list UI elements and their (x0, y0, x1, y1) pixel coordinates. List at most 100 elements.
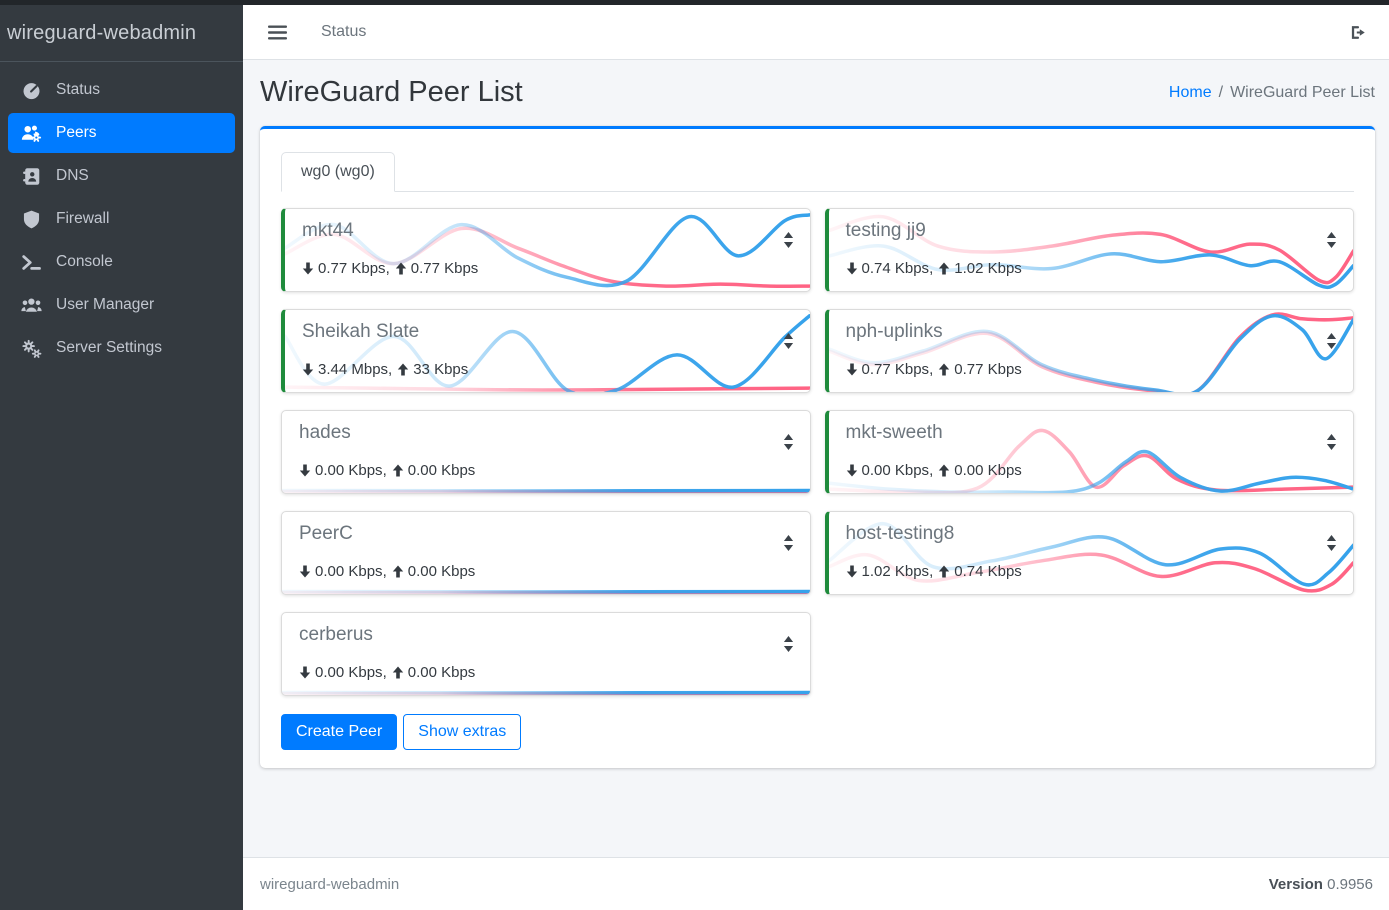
upload-arrow-icon (939, 363, 950, 376)
sort-icon[interactable] (1326, 535, 1337, 551)
upload-value: 0.00 Kbps (407, 462, 476, 479)
download-arrow-icon (302, 262, 314, 275)
peer-grid: mkt44 0.77 Kbps, 0.77 Kbps Sheikah Slate 3.4… (281, 208, 1354, 713)
sidebar-item-user-manager[interactable]: User Manager (8, 285, 235, 325)
traffic-sparkline (282, 488, 810, 493)
sidebar-item-label: Peers (56, 124, 97, 141)
sort-icon[interactable] (783, 434, 794, 450)
footer-version-label: Version (1268, 875, 1323, 893)
upload-arrow-icon (392, 565, 403, 578)
sidebar-item-label: Status (56, 81, 100, 98)
footer: wireguard-webadmin Version 0.9956 (243, 857, 1389, 910)
sidebar-item-firewall[interactable]: Firewall (8, 199, 235, 239)
download-arrow-icon (846, 363, 857, 376)
upload-value: 0.00 Kbps (954, 462, 1022, 479)
upload-value: 33 Kbps (413, 361, 469, 378)
peer-card-nph-uplinks[interactable]: nph-uplinks 0.77 Kbps, 0.77 Kbps (824, 309, 1354, 393)
breadcrumb-home-link[interactable]: Home (1168, 83, 1212, 101)
peer-stats: 0.77 Kbps, 0.77 Kbps (846, 361, 1022, 378)
peer-name: cerberus (299, 624, 373, 645)
sidebar-item-label: Server Settings (56, 339, 162, 356)
peer-card-sheikah-slate[interactable]: Sheikah Slate 3.44 Mbps, 33 Kbps (281, 309, 811, 393)
peer-name: testing jj9 (845, 220, 926, 241)
nav-link-status[interactable]: Status (321, 23, 367, 40)
users-icon (21, 295, 43, 316)
sort-icon[interactable] (783, 232, 794, 248)
peer-card-host-testing8[interactable]: host-testing8 1.02 Kbps, 0.74 Kbps (824, 511, 1354, 595)
peer-card-cerberus[interactable]: cerberus 0.00 Kbps, 0.00 Kbps (281, 612, 811, 696)
peer-name: mkt-sweeth (845, 422, 943, 443)
sort-icon[interactable] (1326, 333, 1337, 349)
sidebar-nav: Status Peers DNS Firewall Console User Manage… (0, 62, 243, 379)
sidebar-item-label: Console (56, 253, 113, 270)
download-arrow-icon (846, 262, 857, 275)
download-arrow-icon (299, 565, 311, 578)
upload-value: 0.00 Kbps (407, 664, 476, 681)
menu-toggle-icon[interactable] (262, 21, 293, 44)
footer-brand: wireguard-webadmin (260, 875, 400, 893)
content-area: WireGuard Peer List Home / WireGuard Peer … (243, 60, 1389, 857)
peer-name: host-testing8 (845, 523, 955, 544)
download-value: 0.00 Kbps (315, 563, 383, 580)
peer-stats: 0.00 Kbps, 0.00 Kbps (846, 462, 1022, 479)
breadcrumb-separator: / (1218, 83, 1224, 101)
sort-icon[interactable] (783, 636, 794, 652)
peer-card-testing-jj9[interactable]: testing jj9 0.74 Kbps, 1.02 Kbps (824, 208, 1354, 292)
sidebar-brand[interactable]: wireguard-webadmin (0, 5, 243, 62)
sort-icon[interactable] (1326, 434, 1337, 450)
shield-icon (21, 209, 43, 230)
peer-card-hades[interactable]: hades 0.00 Kbps, 0.00 Kbps (281, 410, 811, 494)
show-extras-button[interactable]: Show extras (403, 714, 522, 750)
upload-arrow-icon (939, 464, 950, 477)
card-actions: Create Peer Show extras (281, 714, 1354, 750)
traffic-sparkline (828, 214, 1353, 290)
peer-stats: 3.44 Mbps, 33 Kbps (302, 361, 468, 378)
sidebar-item-dns[interactable]: DNS (8, 156, 235, 196)
sidebar-item-label: DNS (56, 167, 89, 184)
peer-name: mkt44 (302, 220, 354, 241)
window-top-strip (0, 0, 1389, 5)
upload-arrow-icon (395, 262, 406, 275)
sidebar-item-server-settings[interactable]: Server Settings (8, 328, 235, 368)
peer-card-mkt-sweeth[interactable]: mkt-sweeth 0.00 Kbps, 0.00 Kbps (824, 410, 1354, 494)
download-value: 3.44 Mbps (318, 361, 389, 378)
users-gear-icon (21, 123, 43, 144)
logout-icon[interactable] (1345, 20, 1372, 45)
peer-name: Sheikah Slate (302, 321, 420, 342)
download-arrow-icon (299, 666, 311, 679)
download-value: 1.02 Kbps (861, 563, 930, 580)
download-value: 0.77 Kbps (318, 260, 386, 277)
sidebar: wireguard-webadmin Status Peers DNS Firewal… (0, 5, 243, 910)
peer-stats: 0.74 Kbps, 1.02 Kbps (846, 260, 1022, 277)
download-value: 0.00 Kbps (315, 664, 383, 681)
peer-name: nph-uplinks (845, 321, 943, 342)
sidebar-item-peers[interactable]: Peers (8, 113, 235, 153)
top-navbar: Status (243, 5, 1389, 60)
sidebar-item-console[interactable]: Console (8, 242, 235, 282)
sidebar-item-status[interactable]: Status (8, 70, 235, 110)
peer-stats: 0.00 Kbps, 0.00 Kbps (299, 563, 475, 580)
peer-card-mkt44[interactable]: mkt44 0.77 Kbps, 0.77 Kbps (281, 208, 811, 292)
traffic-sparkline (828, 312, 1353, 392)
download-arrow-icon (846, 464, 857, 477)
traffic-sparkline (285, 213, 810, 289)
peer-name: PeerC (299, 523, 353, 544)
traffic-sparkline (285, 314, 810, 392)
download-value: 0.00 Kbps (861, 462, 930, 479)
terminal-icon (21, 252, 43, 273)
peer-column-left: mkt44 0.77 Kbps, 0.77 Kbps Sheikah Slate 3.4… (281, 208, 811, 713)
create-peer-button[interactable]: Create Peer (281, 714, 398, 750)
upload-arrow-icon (939, 565, 950, 578)
sort-icon[interactable] (783, 333, 794, 349)
tab-wg0[interactable]: wg0 (wg0) (281, 152, 395, 192)
sort-icon[interactable] (783, 535, 794, 551)
upload-value: 0.77 Kbps (410, 260, 479, 277)
upload-value: 0.00 Kbps (407, 563, 476, 580)
upload-arrow-icon (392, 464, 403, 477)
breadcrumb: Home / WireGuard Peer List (1169, 84, 1375, 102)
peer-card-peerc[interactable]: PeerC 0.00 Kbps, 0.00 Kbps (281, 511, 811, 595)
upload-arrow-icon (392, 666, 403, 679)
sort-icon[interactable] (1326, 232, 1337, 248)
sidebar-item-label: User Manager (56, 296, 155, 313)
upload-arrow-icon (939, 262, 950, 275)
